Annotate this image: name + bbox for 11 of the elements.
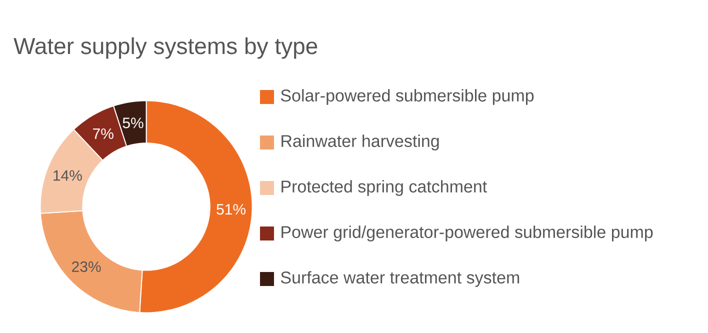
legend-label: Solar-powered submersible pump [280,89,534,105]
data-label: 5% [122,118,144,128]
legend-label: Power grid/generator-powered submersible pump [282,226,653,242]
data-label: 7% [93,128,114,139]
data-label: 51% [216,204,246,215]
legend-label: Surface water treatment system [280,271,520,287]
chart-title: Water supply systems by type [14,37,318,59]
data-label: 23% [72,261,101,272]
data-label: 14% [54,170,82,181]
legend-label: Rainwater harvesting [282,134,439,150]
legend-label: Protected spring catchment [282,180,487,196]
